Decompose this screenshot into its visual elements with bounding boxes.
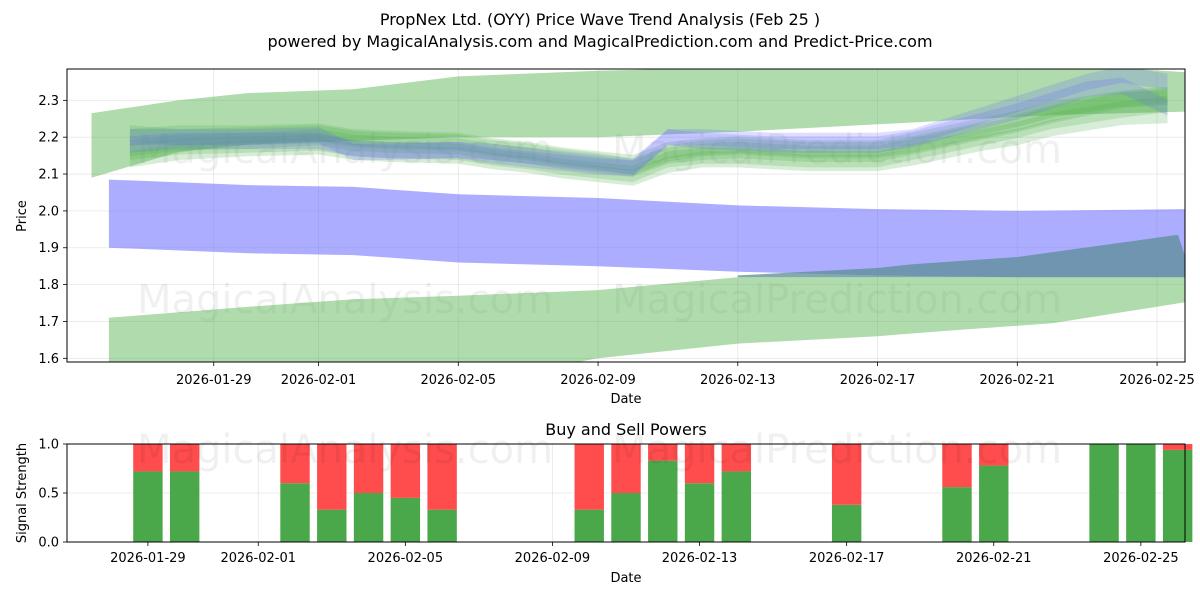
sell-bar-2026-02-12 — [684, 444, 715, 484]
price-axis-ticks: 2026-01-29 2026-02-01 2026-02-05 2026-02-09… — [38, 94, 1195, 388]
powers-xtick-label-7: 2026-02-25 — [1103, 551, 1179, 566]
buy-bar-2026-02-16 — [831, 504, 862, 542]
buy-bar-2026-01-29 — [169, 471, 200, 542]
powers-ytick-label-0: 0.0 — [38, 536, 59, 551]
sell-bar-2026-02-19 — [942, 444, 972, 488]
buy-bar-2026-02-13 — [721, 471, 752, 542]
powers-watermarks: MagicalAnalysis.com MagicalPrediction.co… — [137, 427, 1062, 473]
price-ytick-label-4: 2.0 — [38, 204, 59, 219]
price-ytick-label-0: 1.6 — [38, 352, 59, 367]
buy-bar-2026-01-28 — [133, 471, 163, 542]
chart-title: PropNex Ltd. (OYY) Price Wave Trend Anal… — [380, 10, 820, 29]
powers-ylabel: Signal Strength — [15, 443, 30, 543]
blue-band — [108, 179, 1185, 278]
powers-xtick-label-3: 2026-02-09 — [515, 551, 591, 566]
buy-bar-2026-02-05 — [427, 509, 457, 542]
price-ytick-label-2: 1.8 — [38, 278, 59, 293]
watermark-analysis-top: MagicalAnalysis.com — [137, 127, 553, 173]
buy-bar-2026-02-10 — [611, 493, 641, 542]
watermark-analysis-bottom: MagicalAnalysis.com — [137, 427, 553, 473]
powers-ytick-label-1: 0.5 — [38, 487, 59, 502]
sell-bar-2026-01-28 — [133, 444, 163, 472]
buy-bar-2026-02-26 — [1162, 449, 1193, 542]
sell-bar-2026-01-29 — [169, 444, 200, 472]
buy-bar-2026-02-25 — [1126, 444, 1156, 542]
sell-bar-2026-02-11 — [648, 444, 678, 461]
price-ytick-label-6: 2.2 — [38, 131, 59, 146]
watermark-prediction-bottom: MagicalPrediction.com — [612, 427, 1062, 473]
powers-axis-ticks: 2026-01-29 2026-02-01 2026-02-05 2026-02-09… — [38, 438, 1178, 567]
sell-bar-2026-02-09 — [574, 444, 604, 510]
price-xtick-label-6: 2026-02-21 — [980, 373, 1056, 388]
sell-bar-2026-02-10 — [611, 444, 641, 493]
powers-xtick-label-1: 2026-02-01 — [220, 551, 296, 566]
wave-ribbon-4 — [129, 107, 1168, 186]
buy-bar-2026-02-02 — [317, 509, 347, 542]
watermark-analysis-mid: MagicalAnalysis.com — [137, 277, 553, 323]
upper-green-band — [91, 69, 1185, 178]
price-watermarks: MagicalAnalysis.com MagicalPrediction.co… — [137, 127, 1062, 323]
watermark-prediction-mid: MagicalPrediction.com — [612, 277, 1062, 323]
price-series — [91, 69, 1185, 362]
price-xtick-label-4: 2026-02-13 — [700, 373, 776, 388]
sell-bar-2026-02-20 — [979, 444, 1009, 466]
buy-bar-2026-02-19 — [942, 487, 972, 542]
price-plot-frame — [66, 68, 1186, 363]
sell-bar-2026-02-16 — [831, 444, 862, 505]
sell-bar-2026-02-03 — [353, 444, 384, 493]
sell-bar-2026-02-13 — [721, 444, 752, 472]
wave-ribbon-6 — [129, 77, 1168, 177]
powers-bars — [133, 444, 1193, 542]
buy-bar-2026-02-04 — [390, 497, 421, 542]
price-ytick-label-7: 2.3 — [38, 94, 59, 109]
powers-title: Buy and Sell Powers — [545, 420, 707, 439]
price-panel: MagicalAnalysis.com MagicalPrediction.co… — [15, 68, 1195, 407]
wave-ribbon-5 — [129, 69, 1168, 175]
buy-bar-2026-02-20 — [979, 465, 1009, 542]
price-ytick-label-5: 2.1 — [38, 168, 59, 183]
sell-bar-2026-02-04 — [390, 444, 421, 498]
lower-green-band — [108, 277, 1185, 362]
buy-bar-2026-02-09 — [574, 509, 604, 542]
buy-bar-2026-02-01 — [280, 483, 310, 542]
buy-bar-2026-02-11 — [648, 460, 678, 542]
chart-subtitle: powered by MagicalAnalysis.com and Magic… — [267, 32, 932, 51]
powers-xtick-label-2: 2026-02-05 — [368, 551, 444, 566]
price-ylabel: Price — [15, 200, 30, 232]
powers-xtick-label-5: 2026-02-17 — [809, 551, 885, 566]
watermark-prediction-top: MagicalPrediction.com — [612, 127, 1062, 173]
price-xtick-label-5: 2026-02-17 — [840, 373, 916, 388]
price-xtick-label-7: 2026-02-25 — [1119, 373, 1195, 388]
price-ytick-label-1: 1.7 — [38, 315, 59, 330]
teal-overlap-band — [737, 234, 1185, 278]
buy-bar-2026-02-03 — [353, 493, 384, 542]
buy-bar-2026-02-12 — [684, 483, 715, 542]
powers-xlabel: Date — [610, 571, 641, 586]
wave-ribbon-3 — [129, 90, 1168, 175]
price-xtick-label-0: 2026-01-29 — [176, 373, 252, 388]
sell-bar-2026-02-26 — [1162, 444, 1193, 450]
buy-bar-2026-02-24 — [1089, 444, 1119, 542]
powers-xtick-label-6: 2026-02-21 — [956, 551, 1032, 566]
wave-ribbon-1 — [129, 86, 1168, 172]
price-ytick-label-3: 1.9 — [38, 241, 59, 256]
powers-panel: MagicalAnalysis.com MagicalPrediction.co… — [15, 427, 1193, 586]
wave-ribbon-2 — [129, 88, 1168, 177]
powers-xtick-label-0: 2026-01-29 — [110, 551, 186, 566]
price-xtick-label-3: 2026-02-09 — [560, 373, 636, 388]
sell-bar-2026-02-01 — [280, 444, 310, 484]
price-xlabel: Date — [610, 392, 641, 407]
price-xtick-label-2: 2026-02-05 — [421, 373, 497, 388]
sell-bar-2026-02-02 — [317, 444, 347, 510]
powers-ytick-label-2: 1.0 — [38, 438, 59, 453]
wave-ribbon-0 — [129, 95, 1168, 183]
powers-xtick-label-4: 2026-02-13 — [662, 551, 738, 566]
sell-bar-2026-02-05 — [427, 444, 457, 510]
price-xtick-label-1: 2026-02-01 — [281, 373, 357, 388]
